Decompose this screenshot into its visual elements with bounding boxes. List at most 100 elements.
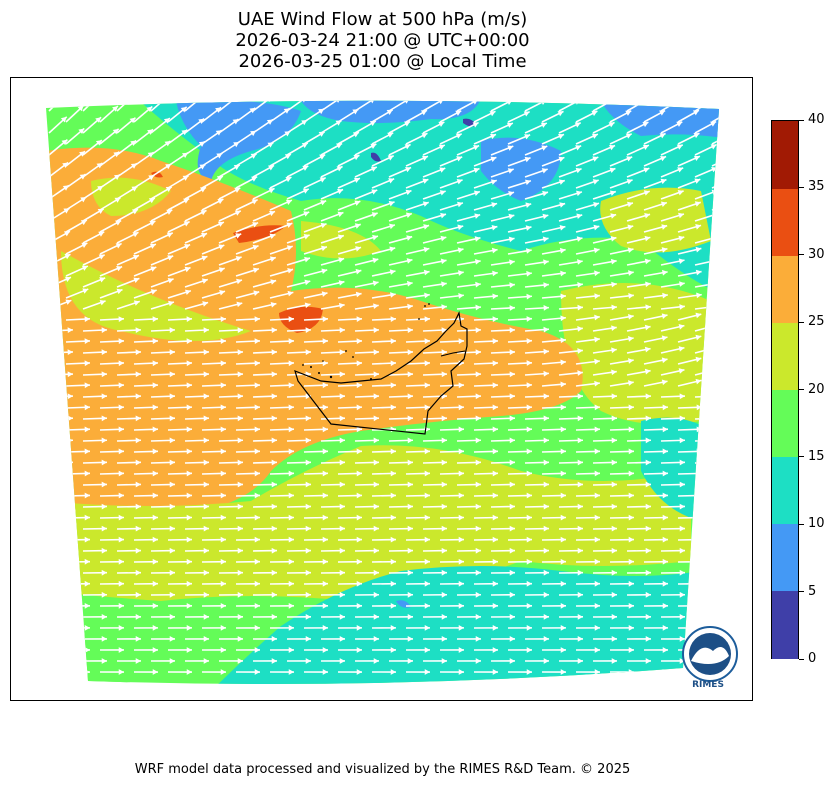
wind-arrow-head	[679, 459, 685, 466]
wind-arrow-head	[441, 459, 447, 466]
wind-arrow-head	[237, 415, 243, 422]
wind-arrow-head	[169, 591, 175, 598]
wind-arrow-head	[543, 370, 549, 377]
wind-arrow-head	[252, 244, 259, 251]
wind-arrow-head	[542, 236, 549, 243]
wind-arrow-head	[305, 525, 311, 532]
wind-arrow-head	[489, 111, 496, 117]
wind-arrow-head	[542, 213, 549, 220]
wind-arrow-head	[610, 213, 617, 219]
wind-arrow-head	[509, 459, 515, 466]
wind-arrow-head	[101, 613, 107, 620]
wind-arrow-head	[662, 602, 668, 609]
wind-arrow-head	[152, 602, 158, 609]
wind-arrow-head	[441, 591, 447, 598]
wind-arrow-head	[540, 122, 547, 128]
wind-arrow-head	[220, 558, 226, 565]
wind-arrow-head	[118, 625, 124, 631]
wind-arrow-head	[642, 121, 649, 128]
wind-arrow-head	[113, 151, 120, 158]
chart-subtitle-local: 2026-03-25 01:00 @ Local Time	[238, 51, 527, 72]
wind-arrow-head	[60, 116, 67, 123]
wind-arrow-head	[67, 503, 73, 510]
wind-arrow-head	[152, 470, 158, 477]
wind-arrow-head	[492, 647, 498, 653]
wind-arrow	[286, 100, 308, 112]
wind-arrow-head	[492, 360, 498, 367]
wind-arrow-head	[628, 270, 634, 276]
wind-arrow-head	[135, 393, 141, 400]
wind-arrow-head	[543, 591, 549, 598]
wind-arrow-head	[662, 404, 668, 411]
wind-arrow-head	[543, 525, 549, 532]
wind-arrow-head	[543, 613, 549, 620]
wind-arrow-head	[731, 559, 736, 565]
wind-arrow-head	[63, 208, 70, 214]
wind-arrow-head	[458, 360, 464, 367]
wind-arrow	[711, 406, 719, 409]
wind-arrow-head	[373, 503, 379, 510]
wind-arrow-head	[97, 185, 104, 192]
wind-arrow-head	[183, 221, 190, 227]
wind-arrow-head	[152, 514, 158, 521]
wind-arrow-head	[543, 348, 549, 355]
wind-arrow-head	[152, 580, 158, 587]
wind-arrow-head	[509, 415, 515, 422]
wind-arrow-head	[594, 514, 600, 521]
wind-arrow-head	[372, 257, 379, 264]
wind-arrow-head	[216, 153, 223, 159]
wind-arrow-head	[611, 636, 617, 642]
colorbar-tick-label: 25	[808, 314, 825, 330]
wind-arrow-head	[135, 547, 141, 554]
wind-arrow-head	[322, 338, 328, 345]
wind-arrow-head	[356, 536, 362, 543]
wind-arrow-head	[64, 276, 71, 283]
wind-arrow-head	[406, 280, 413, 287]
wind-arrow-head	[271, 613, 277, 620]
wind-arrow	[48, 461, 74, 464]
wind-arrow-head	[696, 558, 702, 565]
wind-arrow-head	[526, 647, 532, 653]
wind-arrow-head	[729, 247, 735, 253]
wind-arrow-head	[560, 337, 566, 344]
wind-arrow-head	[318, 131, 325, 137]
wind-arrow-head	[441, 281, 447, 288]
wind-arrow-head	[559, 247, 566, 254]
wind-arrow-head	[220, 492, 226, 499]
wind-arrow-head	[441, 481, 447, 488]
field-20-25-nw	[91, 177, 171, 216]
wind-arrow-head	[322, 514, 328, 521]
wind-arrow-head	[457, 224, 464, 231]
wind-arrow-head	[152, 536, 158, 543]
wind-arrow-head	[509, 393, 515, 400]
wind-arrow-head	[236, 301, 243, 308]
wind-arrow-head	[338, 302, 345, 309]
wind-arrow-head	[696, 470, 702, 477]
wind-arrow-head	[101, 415, 107, 422]
wind-arrow-head	[509, 437, 515, 444]
wind-arrow-head	[577, 348, 583, 354]
wind-arrow-head	[131, 186, 138, 192]
wind-arrow-head	[644, 324, 651, 331]
wind-arrow-head	[611, 503, 617, 510]
wind-arrow-head	[166, 232, 173, 238]
wind-arrow-head	[200, 210, 207, 216]
wind-arrow-head	[541, 168, 548, 174]
wind-arrow-head	[203, 525, 209, 532]
wind-arrow-head	[509, 305, 515, 311]
wind-arrow-head	[609, 190, 616, 196]
wind-arrow-head	[661, 379, 668, 386]
wind-arrow-head	[526, 270, 532, 277]
wind-arrow-head	[407, 459, 413, 466]
wind-arrow-head	[152, 669, 158, 675]
wind-arrow-head	[220, 536, 226, 543]
wind-arrow-head	[148, 198, 155, 204]
wind-arrow-head	[489, 133, 496, 140]
wind-arrow-head	[237, 613, 243, 620]
wind-arrow-head	[661, 313, 668, 319]
colorbar-tick	[799, 119, 804, 121]
wind-arrow-head	[149, 243, 156, 249]
wind-arrow-head	[285, 199, 292, 205]
wind-arrow-head	[203, 591, 209, 598]
wind-arrow-head	[475, 547, 481, 554]
